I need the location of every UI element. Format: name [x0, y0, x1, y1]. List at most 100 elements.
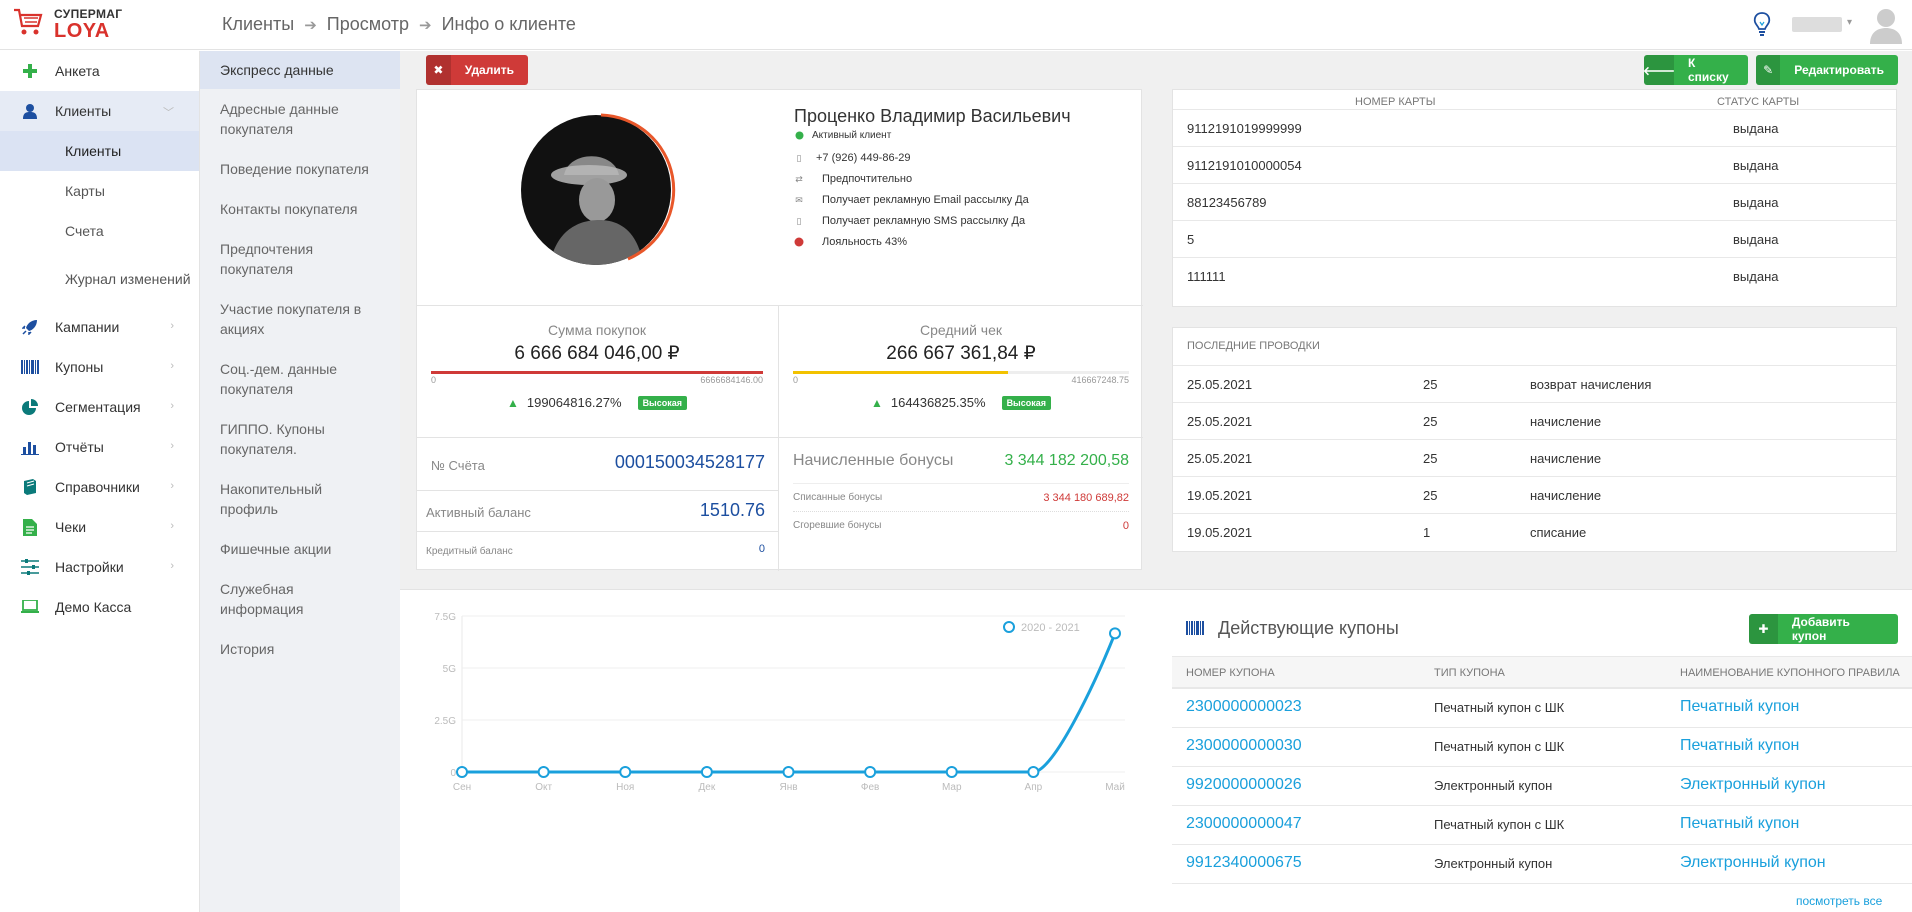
- table-row[interactable]: 9912340000675 Электронный купон Электронны…: [1172, 844, 1912, 881]
- to-list-button[interactable]: 🡐 К списку: [1643, 55, 1748, 85]
- edit-button[interactable]: ✎ Редактировать: [1756, 55, 1898, 85]
- client-loyalty: Лояльность 43%: [794, 236, 907, 248]
- coupon-number-link[interactable]: 2300000000023: [1186, 698, 1302, 715]
- subnav-promo-participation[interactable]: Участие покупателя в акциях: [220, 301, 362, 337]
- chevron-down-icon[interactable]: ▾: [1847, 17, 1853, 28]
- written-off-bonuses-row: Списанные бонусы 3 344 180 689,82: [793, 488, 1129, 508]
- avatar[interactable]: [1868, 6, 1904, 44]
- tx-type: списание: [1530, 525, 1587, 540]
- client-phone-text: +7 (926) 449-86-29: [816, 152, 911, 164]
- active-balance-label: Активный баланс: [426, 505, 531, 520]
- breadcrumb-item[interactable]: Просмотр: [326, 14, 409, 34]
- sidebar-subitem-changelog[interactable]: Журнал изменений: [65, 271, 191, 287]
- sidebar-item-reports[interactable]: Отчёты ›: [0, 427, 199, 467]
- subnav-behavior[interactable]: Поведение покупателя: [220, 161, 369, 177]
- table-row[interactable]: 2300000000047 Печатный купон с ШК Печатный…: [1172, 805, 1912, 842]
- chevron-right-icon: ›: [170, 440, 174, 452]
- coupon-rule-link[interactable]: Электронный купон: [1680, 854, 1826, 871]
- table-row[interactable]: 25.05.2021 25 начисление: [1173, 439, 1896, 476]
- see-all-coupons-link[interactable]: посмотреть все: [1796, 894, 1883, 908]
- client-status: Активный клиент: [794, 130, 891, 141]
- table-row[interactable]: 19.05.2021 25 начисление: [1173, 476, 1896, 513]
- avg-check-min: 0: [793, 375, 799, 385]
- sidebar-subitem-accounts[interactable]: Счета: [65, 223, 104, 239]
- table-row[interactable]: 25.05.2021 25 возврат начисления: [1173, 365, 1896, 402]
- lightbulb-icon[interactable]: [1752, 11, 1772, 39]
- table-row[interactable]: 111111 выдана: [1173, 257, 1896, 294]
- subnav-accumulative-profile[interactable]: Накопительный профиль: [220, 481, 323, 517]
- sidebar-item-demo-pos[interactable]: Демо Касса: [0, 587, 199, 627]
- subnav-history[interactable]: История: [220, 641, 275, 657]
- sidebar-subitem-cards[interactable]: Карты: [65, 183, 105, 199]
- purchases-progress: [431, 371, 763, 374]
- coupon-number-link[interactable]: 9912340000675: [1186, 854, 1302, 871]
- subnav-express-data[interactable]: Экспресс данные: [200, 51, 400, 89]
- subnav-service-info[interactable]: Служебная информация: [220, 581, 304, 617]
- coupon-rule-link[interactable]: Печатный купон: [1680, 698, 1800, 715]
- coupon-rule-link[interactable]: Печатный купон: [1680, 737, 1800, 754]
- subnav-address-data[interactable]: Адресные данные покупателя: [220, 101, 339, 137]
- delete-button[interactable]: ✖ Удалить: [426, 55, 528, 85]
- user-icon: [20, 101, 40, 121]
- table-row[interactable]: 19.05.2021 1 списание: [1173, 513, 1896, 550]
- divider: [417, 305, 1143, 306]
- chevron-right-icon: ›: [170, 480, 174, 492]
- card-status: выдана: [1733, 121, 1779, 136]
- table-row[interactable]: 9112191019999999 выдана: [1173, 109, 1896, 146]
- table-row[interactable]: 2300000000030 Печатный купон с ШК Печатный…: [1172, 727, 1912, 764]
- divider: [417, 531, 778, 532]
- accrued-bonuses-label: Начисленные бонусы: [793, 452, 954, 469]
- table-row[interactable]: 2300000000023 Печатный купон с ШК Печатный…: [1172, 688, 1912, 725]
- active-balance-value: 1510.76: [699, 500, 765, 520]
- coupon-type: Электронный купон: [1434, 778, 1553, 793]
- subnav-chip-promos[interactable]: Фишечные акции: [220, 541, 332, 557]
- account-number[interactable]: 000150034528177: [614, 452, 765, 472]
- sidebar-item-directories[interactable]: Справочники ›: [0, 467, 199, 507]
- subnav-preferences[interactable]: Предпочтения покупателя: [220, 241, 314, 277]
- sidebar-item-clients[interactable]: Клиенты ﹀: [0, 91, 199, 131]
- add-coupon-button[interactable]: ✚ Добавить купон: [1749, 614, 1898, 644]
- user-name-placeholder[interactable]: [1792, 17, 1842, 32]
- subnav-socdem[interactable]: Соц.-дем. данные покупателя: [220, 361, 338, 397]
- breadcrumb-item[interactable]: Клиенты: [222, 14, 295, 34]
- add-coupon-button-label: Добавить купон: [1791, 615, 1850, 643]
- card-number: 88123456789: [1187, 195, 1267, 210]
- tx-type: начисление: [1530, 451, 1602, 466]
- table-row[interactable]: 88123456789 выдана: [1173, 183, 1896, 220]
- coupon-rule-link[interactable]: Электронный купон: [1680, 776, 1826, 793]
- sidebar-subitem-clients[interactable]: Клиенты: [0, 131, 199, 171]
- client-section-nav: Экспресс данные Адресные данные покупате…: [200, 51, 400, 912]
- table-row[interactable]: 5 выдана: [1173, 220, 1896, 257]
- chevron-right-icon: ›: [170, 560, 174, 572]
- coupon-rule-link[interactable]: Печатный купон: [1680, 815, 1800, 832]
- app-logo[interactable]: СУПЕРМАГ LOYA: [12, 5, 187, 45]
- coupon-number-link[interactable]: 2300000000047: [1186, 815, 1302, 832]
- active-balance-row: Активный баланс 1510.76: [426, 500, 765, 526]
- table-row[interactable]: 9112191010000054 выдана: [1173, 146, 1896, 183]
- x-tick-label: Мар: [942, 782, 962, 793]
- coupon-number-link[interactable]: 2300000000030: [1186, 737, 1302, 754]
- subnav-contacts[interactable]: Контакты покупателя: [220, 201, 358, 217]
- column-header: ТИП КУПОНА: [1434, 667, 1505, 679]
- sidebar-item-settings[interactable]: Настройки ›: [0, 547, 199, 587]
- sidebar-item-campaigns[interactable]: Кампании ›: [0, 307, 199, 347]
- sidebar-item-label: Купоны: [55, 359, 104, 375]
- sidebar-item-coupons[interactable]: Купоны ›: [0, 347, 199, 387]
- column-header: НОМЕР КУПОНА: [1186, 667, 1275, 679]
- data-point: [456, 766, 468, 778]
- x-tick-label: Май: [1105, 782, 1125, 793]
- sidebar-item-segmentation[interactable]: Сегментация ›: [0, 387, 199, 427]
- avg-check-stat: Средний чек 266 667 361,84 ₽ 0 416667248…: [793, 322, 1129, 410]
- coupon-number-link[interactable]: 9920000000026: [1186, 776, 1302, 793]
- table-row[interactable]: 25.05.2021 25 начисление: [1173, 402, 1896, 439]
- sidebar-item-anketa[interactable]: Анкета: [0, 51, 199, 91]
- sidebar-item-label: Кампании: [55, 319, 120, 335]
- data-point: [700, 766, 713, 778]
- subnav-gippo-coupons[interactable]: ГИППО. Купоны покупателя.: [220, 421, 325, 457]
- table-row[interactable]: 9920000000026 Электронный купон Электронны…: [1172, 766, 1912, 803]
- sidebar-item-receipts[interactable]: Чеки ›: [0, 507, 199, 547]
- envelope-icon: ✉: [795, 194, 803, 205]
- avg-check-max: 416667248.75: [1071, 375, 1129, 385]
- edit-button-label: Редактировать: [1794, 63, 1884, 77]
- purchases-title: Сумма покупок: [547, 322, 647, 338]
